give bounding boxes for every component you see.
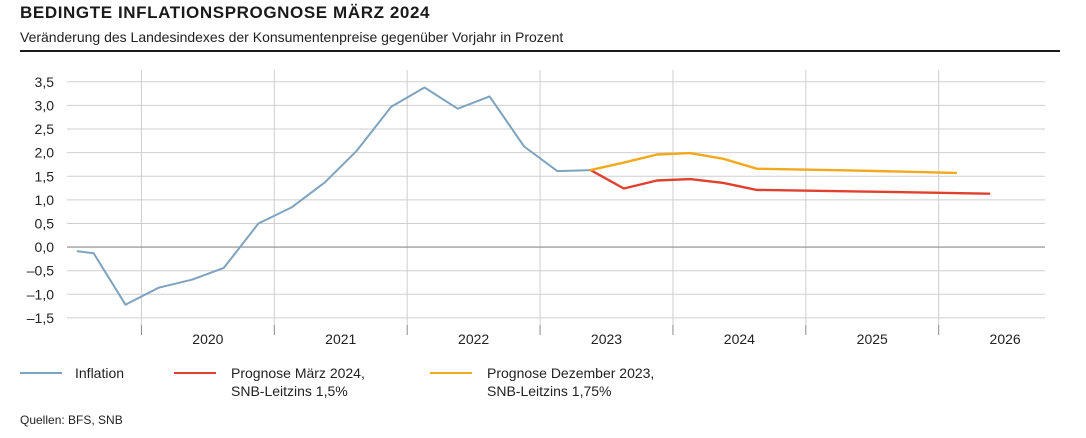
title-rule bbox=[20, 50, 1060, 52]
y-tick-label: –0,5 bbox=[27, 263, 54, 279]
legend-item-december: Prognose Dezember 2023, SNB-Leitzins 1,7… bbox=[487, 364, 654, 400]
x-axis-ticks: 2020 2021 2022 2023 2024 2025 2026 bbox=[192, 331, 1021, 347]
x-tick-label: 2020 bbox=[192, 331, 223, 347]
series-forecast-december-line bbox=[589, 151, 958, 175]
gridlines bbox=[67, 70, 1045, 335]
legend-label-december-1: Prognose Dezember 2023, bbox=[487, 365, 655, 381]
series-inflation-line bbox=[76, 86, 592, 306]
chart-title: BEDINGTE INFLATIONSPROGNOSE MÄRZ 2024 bbox=[20, 3, 431, 22]
legend-item-inflation: Inflation bbox=[75, 364, 124, 382]
x-tick-label: 2024 bbox=[724, 331, 755, 347]
legend-item-march: Prognose März 2024, SNB-Leitzins 1,5% bbox=[231, 364, 365, 400]
y-tick-label: 2,0 bbox=[35, 145, 55, 161]
y-tick-label: –1,0 bbox=[27, 286, 54, 302]
legend-swatch-december bbox=[430, 372, 472, 374]
x-tick-label: 2026 bbox=[990, 331, 1021, 347]
x-tick-label: 2023 bbox=[591, 331, 622, 347]
x-tick-label: 2025 bbox=[857, 331, 888, 347]
y-tick-label: 0,5 bbox=[35, 215, 55, 231]
legend-label-inflation: Inflation bbox=[75, 365, 125, 381]
source-note: Quellen: BFS, SNB bbox=[20, 413, 123, 427]
legend-label-march-1: Prognose März 2024, bbox=[231, 365, 365, 381]
legend-swatch-march bbox=[174, 372, 216, 374]
y-tick-label: 1,0 bbox=[35, 192, 55, 208]
y-tick-label: 3,0 bbox=[35, 97, 55, 113]
legend-swatch-inflation bbox=[20, 372, 62, 374]
x-tick-label: 2022 bbox=[458, 331, 489, 347]
x-tick-label: 2021 bbox=[325, 331, 356, 347]
y-tick-label: –1,5 bbox=[27, 310, 54, 326]
legend-label-december-2: SNB-Leitzins 1,75% bbox=[487, 383, 612, 399]
legend-label-march-2: SNB-Leitzins 1,5% bbox=[231, 383, 348, 399]
y-tick-label: 2,5 bbox=[35, 121, 55, 137]
y-tick-label: 0,0 bbox=[35, 239, 55, 255]
y-tick-label: 1,5 bbox=[35, 168, 55, 184]
y-tick-label: 3,5 bbox=[35, 74, 55, 90]
series-forecast-march-line bbox=[589, 168, 991, 195]
series-lines bbox=[76, 86, 991, 306]
y-axis-ticks: –1,5 –1,0 –0,5 0,0 0,5 1,0 1,5 2,0 2,5 3,0 3,5 bbox=[27, 74, 54, 326]
chart-subtitle: Veränderung des Landesindexes der Konsum… bbox=[20, 29, 564, 45]
